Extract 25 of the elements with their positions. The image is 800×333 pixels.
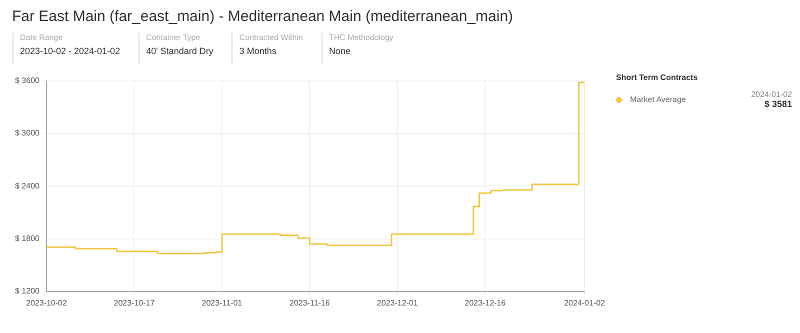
text: 40' Standard Dry: [146, 46, 214, 56]
chart-title: Far East Main (far_east_main) - Mediterranean Main (mediterranean_main): [12, 8, 514, 25]
x-tick-label: 2023-12-16: [464, 298, 506, 308]
text: 2024-01-02: [751, 90, 792, 99]
x-tick-label: 2023-10-02: [26, 298, 68, 308]
text: Date Range: [20, 33, 64, 42]
x-tick-label: 2023-11-16: [289, 298, 330, 308]
y-tick-label: $ 1800: [15, 234, 40, 243]
x-tick-label: 2023-10-17: [114, 298, 156, 308]
text: $ 3581: [763, 99, 792, 109]
y-tick-label: $ 2400: [15, 181, 40, 190]
legend-title: Short Term Contracts: [616, 73, 699, 82]
legend-label: Market Average: [629, 94, 686, 106]
y-tick-label: $ 3000: [15, 128, 40, 138]
text: 3 Months: [239, 46, 278, 56]
x-tick-label: 2023-11-01: [202, 298, 243, 308]
x-tick-label: 2023-12-01: [376, 298, 418, 308]
text: Container Type: [146, 33, 202, 42]
y-tick-label: $ 3600: [15, 76, 40, 86]
x-tick-label: 2024-01-02: [564, 298, 606, 308]
text: THC Methodology: [328, 33, 394, 42]
text: Contracted Within: [239, 33, 303, 42]
text: 2023-10-02 - 2024-01-02: [20, 46, 120, 56]
text: None: [328, 46, 352, 56]
y-tick-label: $ 1200: [15, 286, 40, 296]
